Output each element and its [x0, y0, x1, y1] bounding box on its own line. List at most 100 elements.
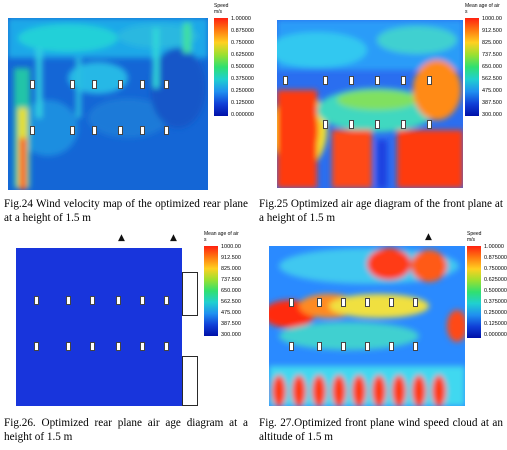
legend-tick: 0.750000	[231, 40, 254, 46]
vent-marker	[116, 296, 121, 305]
legend-tick: 0.500000	[231, 64, 254, 70]
legend-tick: 0.250000	[231, 88, 254, 94]
legend-tick: 912.500	[482, 28, 502, 34]
legend-tick: 475.000	[221, 310, 241, 316]
legend-tick: 737.500	[221, 277, 241, 283]
fig25-caption: Fig.25 Optimized air age diagram of the …	[259, 198, 503, 224]
vent-marker	[389, 342, 394, 351]
vent-marker	[289, 298, 294, 307]
vent-marker	[427, 76, 432, 85]
legend-tick: 0.000000	[484, 332, 507, 338]
figure-26: ▲ ▲ Mean age of air s 1000.00 912.500 82…	[0, 228, 252, 450]
vent-marker	[140, 80, 145, 89]
legend-tick: 825.000	[482, 40, 502, 46]
air-inlet-icon: ▲	[425, 232, 432, 242]
vent-marker	[283, 76, 288, 85]
vent-marker	[401, 120, 406, 129]
legend-title: Speed m/s	[467, 231, 482, 243]
figure-24: Speed m/s 1.00000 0.875000 0.750000 0.62…	[0, 0, 254, 228]
vent-marker	[92, 80, 97, 89]
vent-marker	[413, 342, 418, 351]
fig26-air-age-map	[16, 248, 182, 406]
vent-marker	[34, 342, 39, 351]
legend-colorbar-icon	[214, 18, 228, 116]
fig27-caption: Fig. 27.Optimized front plane wind speed…	[259, 417, 503, 443]
vent-marker	[66, 296, 71, 305]
vent-marker	[30, 126, 35, 135]
legend-tick: 387.500	[482, 100, 502, 106]
legend-tick: 912.500	[221, 255, 241, 261]
fig26-contour-image	[16, 248, 182, 406]
legend-title: Mean age of air s	[204, 231, 239, 243]
legend-tick: 0.500000	[484, 288, 507, 294]
legend-tick: 650.000	[482, 64, 502, 70]
legend-tick: 650.000	[221, 288, 241, 294]
figure-25: Mean age of air s 1000.00 912.500 825.00…	[255, 0, 507, 228]
legend-tick: 562.500	[221, 299, 241, 305]
legend-tick: 825.000	[221, 266, 241, 272]
legend-tick: 737.500	[482, 52, 502, 58]
vent-marker	[118, 126, 123, 135]
fig24-caption: Fig.24 Wind velocity map of the optimize…	[4, 198, 248, 224]
fig27-contour-image	[269, 246, 465, 406]
vent-marker	[289, 342, 294, 351]
legend-tick: 300.000	[482, 112, 502, 118]
fig26-side-frame	[182, 272, 198, 316]
vent-marker	[116, 342, 121, 351]
vent-marker	[90, 296, 95, 305]
fig25-legend: Mean age of air s 1000.00 912.500 825.00…	[465, 3, 505, 118]
vent-marker	[341, 342, 346, 351]
legend-tick: 0.875000	[231, 28, 254, 34]
fig26-caption: Fig.26. Optimized rear plane air age dia…	[4, 417, 248, 443]
air-inlet-icon: ▲	[118, 233, 125, 243]
vent-marker	[401, 76, 406, 85]
vent-marker	[140, 126, 145, 135]
vent-marker	[349, 76, 354, 85]
legend-tick: 1000.00	[221, 244, 241, 250]
legend-tick: 475.000	[482, 88, 502, 94]
vent-marker	[140, 296, 145, 305]
legend-tick: 1.00000	[231, 16, 251, 22]
legend-title: Mean age of air s	[465, 3, 500, 15]
vent-marker	[34, 296, 39, 305]
legend-colorbar-icon	[467, 246, 481, 338]
vent-marker	[90, 342, 95, 351]
vent-marker	[70, 126, 75, 135]
legend-tick: 0.375000	[231, 76, 254, 82]
fig26-legend: Mean age of air s 1000.00 912.500 825.00…	[204, 231, 244, 346]
fig27-legend: Speed m/s 1.00000 0.875000 0.750000 0.62…	[467, 231, 507, 346]
legend-tick: 387.500	[221, 321, 241, 327]
vent-marker	[323, 120, 328, 129]
vent-marker	[164, 126, 169, 135]
legend-tick: 0.250000	[484, 310, 507, 316]
legend-tick: 0.375000	[484, 299, 507, 305]
legend-tick: 562.500	[482, 76, 502, 82]
fig24-legend: Speed m/s 1.00000 0.875000 0.750000 0.62…	[214, 3, 254, 118]
legend-tick: 0.625000	[231, 52, 254, 58]
vent-marker	[164, 342, 169, 351]
vent-marker	[140, 342, 145, 351]
legend-tick: 0.625000	[484, 277, 507, 283]
vent-marker	[118, 80, 123, 89]
legend-tick: 300.000	[221, 332, 241, 338]
legend-tick: 1000.00	[482, 16, 502, 22]
legend-colorbar-icon	[465, 18, 479, 116]
vent-marker	[427, 120, 432, 129]
fig24-velocity-map	[8, 18, 208, 190]
vent-marker	[389, 298, 394, 307]
vent-marker	[317, 298, 322, 307]
vent-marker	[375, 120, 380, 129]
vent-marker	[365, 298, 370, 307]
legend-tick: 0.875000	[484, 255, 507, 261]
vent-marker	[164, 296, 169, 305]
fig26-side-frame	[182, 356, 198, 406]
vent-marker	[164, 80, 169, 89]
vent-marker	[365, 342, 370, 351]
vent-marker	[323, 76, 328, 85]
vent-marker	[92, 126, 97, 135]
legend-tick: 0.000000	[231, 112, 254, 118]
fig24-contour-image	[8, 18, 208, 190]
vent-marker	[30, 80, 35, 89]
legend-tick: 0.750000	[484, 266, 507, 272]
legend-tick: 0.125000	[231, 100, 254, 106]
